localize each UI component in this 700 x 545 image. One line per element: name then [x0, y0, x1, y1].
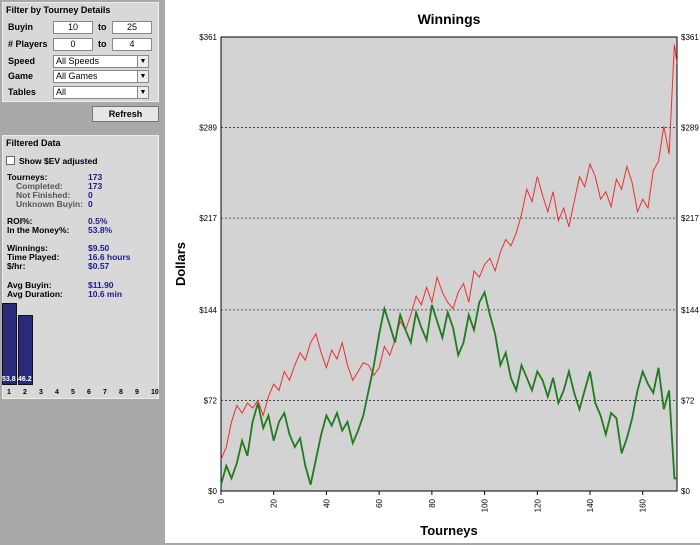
- winnings-label: Winnings:: [7, 243, 48, 253]
- series-line-1: [220, 44, 678, 460]
- y-tick-label-left: $0: [208, 487, 217, 496]
- x-tick-label: 20: [270, 498, 279, 507]
- players-max-input[interactable]: 4: [112, 38, 152, 51]
- x-tick-label: 40: [322, 498, 331, 507]
- mini-x-label: 2: [23, 389, 27, 396]
- x-tick-label: 60: [375, 498, 384, 507]
- tourneys-label: Tourneys:: [7, 172, 48, 182]
- mini-x-label: 4: [55, 389, 59, 396]
- speed-select-value: All Speeds: [56, 56, 100, 66]
- buyin-row: Buyin 10 to 25: [6, 21, 156, 34]
- players-min-input[interactable]: 0: [53, 38, 93, 51]
- y-tick-label-right: $289: [681, 124, 699, 133]
- mini-x-label: 6: [87, 389, 91, 396]
- mini-x-label: 5: [71, 389, 75, 396]
- y-tick-label-left: $289: [199, 124, 217, 133]
- refresh-button[interactable]: Refresh: [92, 106, 159, 122]
- mini-bar-label: 46.2: [18, 376, 32, 383]
- x-tick-label: 80: [428, 498, 437, 507]
- sidebar: Filter by Tourney Details Buyin 10 to 25…: [0, 0, 162, 543]
- y-tick-label-right: $361: [681, 33, 699, 42]
- time-played-value: 16.6 hours: [88, 252, 131, 262]
- mini-bar: [18, 314, 33, 385]
- buyin-label: Buyin: [8, 22, 34, 32]
- y-tick-label-right: $217: [681, 214, 699, 223]
- unknown-buyin-value: 0: [88, 199, 93, 209]
- players-label: # Players: [8, 39, 48, 49]
- speed-label: Speed: [8, 56, 36, 66]
- y-axis-label: Dollars: [173, 242, 188, 286]
- not-finished-label: Not Finished:: [16, 190, 71, 200]
- y-tick-label-left: $72: [204, 396, 218, 405]
- avg-buyin-label: Avg Buyin:: [7, 280, 52, 290]
- mini-x-label: 9: [135, 389, 139, 396]
- tables-label: Tables: [8, 87, 36, 97]
- tables-select-value: All: [56, 87, 67, 97]
- y-tick-label-left: $361: [199, 33, 217, 42]
- mini-x-label: 7: [103, 389, 107, 396]
- avg-buyin-value: $11.90: [88, 280, 114, 290]
- filter-group: Filter by Tourney Details Buyin 10 to 25…: [2, 2, 159, 102]
- time-played-label: Time Played:: [7, 252, 60, 262]
- buyin-min-input[interactable]: 10: [53, 21, 93, 34]
- y-tick-label-right: $0: [681, 487, 690, 496]
- per-hr-value: $0.57: [88, 261, 110, 271]
- completed-value: 173: [88, 181, 103, 191]
- mini-x-label: 1: [7, 389, 11, 396]
- mini-x-label: 8: [119, 389, 123, 396]
- speed-row: Speed All Speeds ▼: [6, 55, 156, 68]
- chevron-down-icon[interactable]: ▼: [137, 56, 148, 67]
- tourneys-value: 173: [88, 172, 103, 182]
- mini-x-label: 10: [151, 389, 159, 396]
- not-finished-value: 0: [88, 190, 93, 200]
- y-tick-label-right: $144: [681, 306, 699, 315]
- roi-label: ROI%:: [7, 216, 33, 226]
- buyin-to-label: to: [98, 22, 107, 32]
- winnings-chart-panel: $0 $0 $72 $72 $144 $144 $217 $217 $289 $289 $361 $3…: [165, 0, 700, 543]
- mini-bar-label: 53.8: [2, 376, 16, 383]
- speed-select[interactable]: All Speeds ▼: [53, 55, 149, 68]
- mini-bar: [2, 303, 17, 385]
- filter-group-title: Filter by Tourney Details: [6, 5, 111, 15]
- chart-title: Winnings: [418, 11, 481, 27]
- filtered-data-title: Filtered Data: [6, 138, 61, 148]
- avg-duration-label: Avg Duration:: [7, 289, 63, 299]
- game-row: Game All Games ▼: [6, 70, 156, 83]
- tables-select[interactable]: All ▼: [53, 86, 149, 99]
- show-ev-checkbox[interactable]: [6, 156, 15, 165]
- buyin-max-input[interactable]: 25: [112, 21, 152, 34]
- x-tick-label: 140: [586, 498, 595, 512]
- itm-value: 53.8%: [88, 225, 113, 235]
- avg-duration-value: 10.6 min: [88, 289, 123, 299]
- x-tick-label: 100: [481, 498, 490, 512]
- players-to-label: to: [98, 39, 107, 49]
- per-hr-label: $/hr:: [7, 261, 26, 271]
- x-tick-label: 0: [217, 498, 226, 503]
- players-row: # Players 0 to 4: [6, 38, 156, 51]
- completed-label: Completed:: [16, 181, 63, 191]
- y-tick-label-right: $72: [681, 396, 695, 405]
- chevron-down-icon[interactable]: ▼: [137, 87, 148, 98]
- winnings-chart: $0 $0 $72 $72 $144 $144 $217 $217 $289 $289 $361 $3…: [173, 11, 699, 538]
- winnings-value: $9.50: [88, 243, 110, 253]
- game-label: Game: [8, 71, 34, 81]
- game-select-value: All Games: [56, 71, 98, 81]
- tables-row: Tables All ▼: [6, 86, 156, 99]
- chevron-down-icon[interactable]: ▼: [137, 71, 148, 82]
- game-select[interactable]: All Games ▼: [53, 70, 149, 83]
- itm-label: In the Money%:: [7, 225, 70, 235]
- series-line-2: [220, 289, 677, 485]
- x-axis-label: Tourneys: [420, 523, 478, 538]
- unknown-buyin-label: Unknown Buyin:: [16, 199, 84, 209]
- mini-x-label: 3: [39, 389, 43, 396]
- y-tick-label-left: $217: [199, 214, 217, 223]
- plot-area: [220, 36, 678, 492]
- y-tick-label-left: $144: [199, 306, 217, 315]
- show-ev-label: Show $EV adjusted: [19, 156, 98, 166]
- x-tick-label: 160: [639, 498, 648, 512]
- x-tick-label: 120: [533, 498, 542, 512]
- roi-value: 0.5%: [88, 216, 108, 226]
